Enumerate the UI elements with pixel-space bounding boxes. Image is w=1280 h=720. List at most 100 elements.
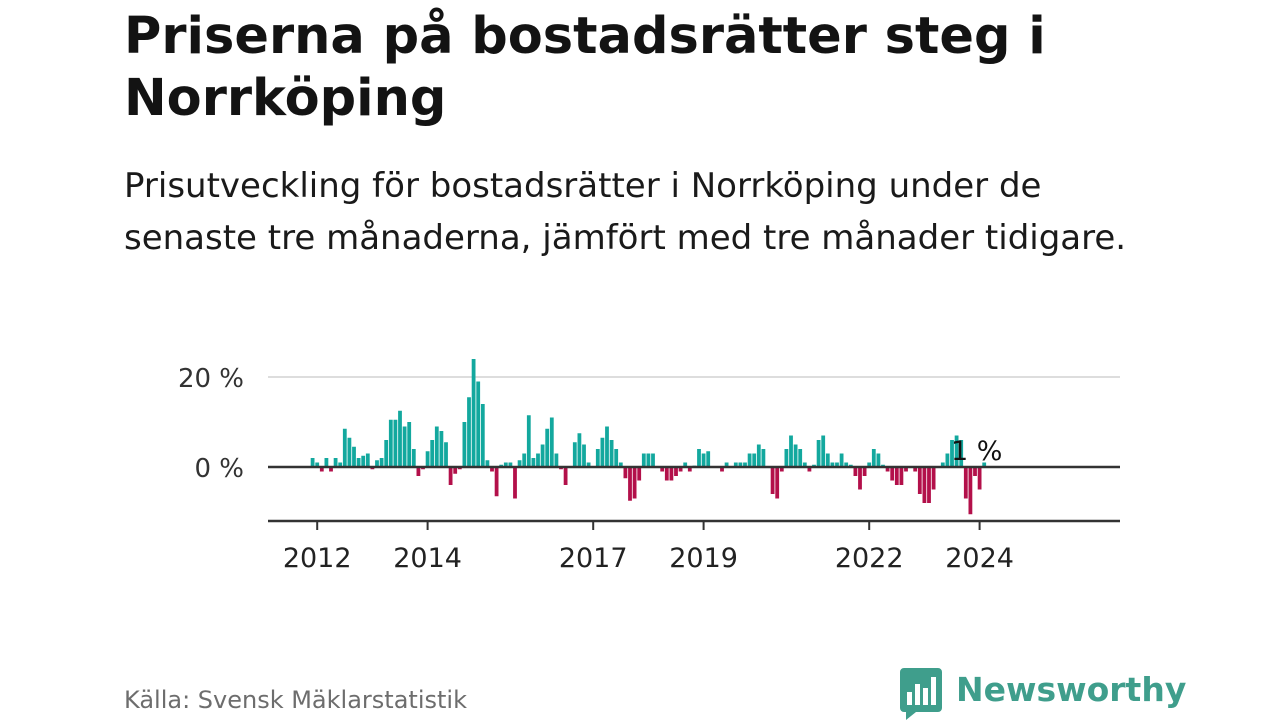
bar: [632, 467, 637, 499]
bar: [448, 467, 453, 485]
bar: [398, 410, 402, 467]
x-tick-label: 2024: [945, 543, 1014, 574]
last-value-label: 1 %: [951, 436, 1002, 467]
bar: [490, 467, 494, 472]
bar: [407, 422, 412, 467]
bar: [614, 449, 619, 467]
bar: [356, 458, 361, 467]
y-tick-label: 20 %: [178, 364, 244, 394]
bar: [531, 458, 536, 467]
bar: [858, 467, 862, 490]
bar: [807, 467, 812, 472]
bar: [411, 449, 416, 467]
bar: [609, 440, 614, 467]
bar: [862, 467, 867, 476]
bar: [706, 451, 711, 467]
bar: [784, 449, 789, 467]
bar: [844, 462, 849, 467]
bar: [973, 467, 977, 476]
bar: [664, 467, 669, 481]
bar: [333, 458, 338, 467]
bar: [931, 467, 936, 490]
bar: [517, 460, 522, 467]
bar: [549, 417, 554, 467]
bar: [379, 458, 384, 467]
bar: [789, 435, 793, 467]
newsworthy-brand[interactable]: Newsworthy: [900, 668, 1186, 720]
bar: [600, 437, 605, 467]
bar: [775, 467, 780, 499]
bar: [554, 453, 559, 467]
bar: [605, 426, 609, 467]
bar: [683, 462, 688, 467]
bar: [798, 449, 803, 467]
bar: [430, 440, 435, 467]
bar-chart: 0 % 20 % 2012 2014 2017 2019 2022 2024 1 %: [178, 359, 1120, 574]
bar: [954, 435, 959, 467]
y-tick-label: 0 %: [194, 454, 244, 484]
brand-name: Newsworthy: [956, 670, 1187, 709]
bar: [922, 467, 927, 503]
bar: [687, 467, 692, 472]
bar: [669, 467, 674, 481]
bar: [393, 419, 398, 467]
bar: [977, 467, 982, 490]
bar: [324, 458, 329, 467]
bar: [830, 462, 835, 467]
bar: [779, 467, 784, 472]
bar: [752, 453, 757, 467]
bar: [361, 455, 366, 467]
bar: [338, 462, 343, 467]
bar: [720, 467, 724, 472]
chart-subtitle: Prisutveckling för bostadsrätter i Norrk…: [124, 166, 1127, 258]
bar: [770, 467, 775, 494]
bar: [402, 426, 407, 467]
bar: [646, 453, 651, 467]
bar: [462, 422, 467, 467]
bar: [660, 467, 665, 472]
bar: [968, 467, 973, 515]
bar: [950, 440, 954, 467]
bar: [494, 467, 499, 497]
x-tick-label: 2019: [669, 543, 738, 574]
bar: [467, 397, 471, 467]
bar: [885, 467, 890, 472]
bar: [416, 467, 421, 476]
bar: [329, 467, 333, 472]
bar: [375, 460, 379, 467]
bar: [651, 453, 655, 467]
bar: [434, 426, 439, 467]
bar: [835, 462, 839, 467]
bar: [503, 462, 508, 467]
bar: [384, 440, 389, 467]
x-tick-label: 2014: [393, 543, 462, 574]
bar: [628, 467, 632, 501]
bar: [697, 449, 701, 467]
bar: [508, 462, 513, 467]
bar: [310, 458, 315, 467]
newsworthy-logo-icon: [900, 668, 942, 720]
bar: [586, 462, 591, 467]
bar: [319, 467, 324, 472]
bar: [536, 453, 540, 467]
bar: [545, 428, 550, 467]
bar: [513, 467, 517, 499]
bar: [476, 381, 481, 467]
chart-title: Priserna på bostadsrätter steg i Norrköp…: [124, 7, 1046, 128]
bar: [453, 467, 458, 474]
bar: [940, 462, 945, 467]
bar: [927, 467, 931, 503]
bar: [899, 467, 904, 485]
bar: [674, 467, 678, 476]
bar: [641, 453, 646, 467]
bar: [825, 453, 830, 467]
bar: [582, 444, 586, 467]
bar: [637, 467, 642, 481]
bar: [876, 453, 881, 467]
x-tick-label: 2022: [835, 543, 904, 574]
bar: [904, 467, 908, 472]
bar: [540, 444, 545, 467]
bar: [480, 404, 485, 467]
bar: [701, 453, 706, 467]
bar: [352, 446, 356, 467]
